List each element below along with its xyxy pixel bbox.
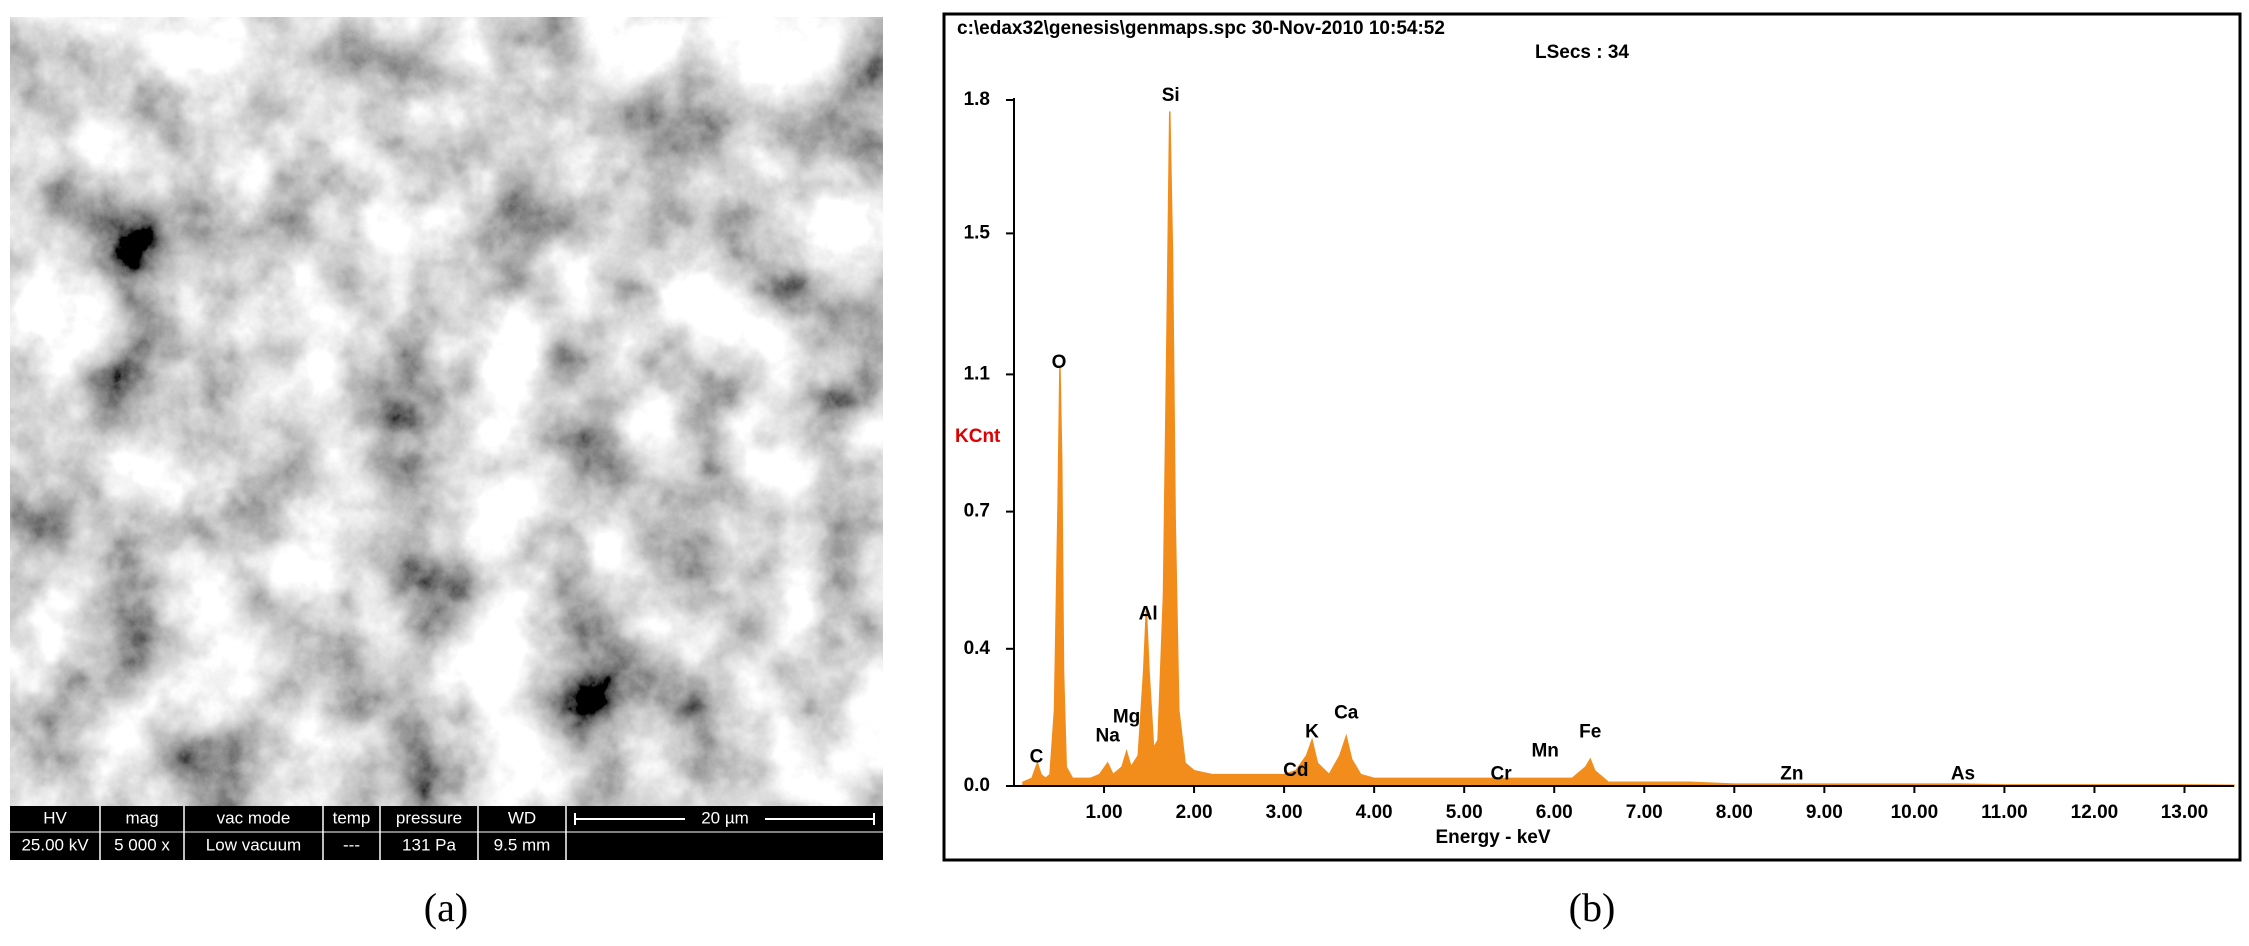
scale-label-bg — [685, 808, 765, 830]
peak-label: C — [1030, 746, 1044, 767]
y-tick-label: 1.5 — [964, 222, 991, 243]
x-tick-label: 9.00 — [1806, 802, 1843, 823]
info-header: mag — [125, 808, 158, 827]
y-tick-label: 0.0 — [964, 775, 990, 796]
x-tick-label: 11.00 — [1981, 802, 2028, 823]
peak-label: Cr — [1491, 764, 1513, 785]
peak-label: Ca — [1334, 703, 1359, 724]
x-tick-label: 8.00 — [1716, 802, 1753, 823]
info-header: pressure — [396, 808, 462, 827]
x-tick-label: 2.00 — [1176, 802, 1213, 823]
peak-label: As — [1951, 764, 1975, 785]
y-axis-label: KCnt — [955, 426, 1001, 447]
peak-label: Mn — [1531, 741, 1558, 762]
info-header: HV — [43, 808, 67, 827]
x-tick-label: 5.00 — [1446, 802, 1483, 823]
info-header: WD — [508, 808, 536, 827]
peak-label: Mg — [1113, 706, 1140, 727]
y-tick-label: 0.7 — [964, 501, 990, 522]
info-group: HV 25.00 kV mag 5 000 x vac mode Low vacuum te… — [10, 806, 883, 860]
info-value: 25.00 kV — [21, 835, 89, 854]
y-tick-label: 1.8 — [964, 89, 990, 110]
peak-label: Si — [1162, 85, 1180, 106]
info-header: temp — [333, 808, 371, 827]
spectrum-area — [1022, 111, 2235, 787]
x-tick-label: 6.00 — [1536, 802, 1573, 823]
peak-label: Na — [1095, 725, 1120, 746]
info-value: 9.5 mm — [494, 835, 551, 854]
x-tick-label: 1.00 — [1086, 802, 1123, 823]
plot: 0.0 0.4 0.7 1.1 1.5 1.8 1.00 2.00 3.00 4.00 5.00 6.… — [964, 85, 2235, 823]
x-axis-label: Energy - keV — [1435, 827, 1550, 848]
peak-label: O — [1052, 352, 1067, 373]
x-tick-label: 3.00 — [1266, 802, 1303, 823]
panel-label: (a) — [424, 885, 468, 930]
x-tick-label: 12.00 — [2071, 802, 2119, 823]
peak-label: Fe — [1579, 722, 1601, 743]
peak-label: Cd — [1283, 760, 1308, 781]
sem-texture — [10, 17, 883, 806]
info-header: vac mode — [217, 808, 291, 827]
peak-label: K — [1305, 722, 1319, 743]
x-tick-label: 4.00 — [1356, 802, 1393, 823]
panel-label: (b) — [1569, 885, 1616, 930]
x-tick-label: 10.00 — [1891, 802, 1939, 823]
chart-frame — [942, 12, 2242, 862]
x-tick-label: 7.00 — [1626, 802, 1663, 823]
info-value: 131 Pa — [402, 835, 456, 854]
x-tick-label: 13.00 — [2161, 802, 2209, 823]
scale-bar-label: 20 µm — [701, 808, 749, 827]
y-tick-label: 0.4 — [964, 638, 991, 659]
info-value: Low vacuum — [206, 835, 301, 854]
peak-label: Zn — [1780, 764, 1803, 785]
chart-header: c:\edax32\genesis\genmaps.spc 30-Nov-201… — [957, 18, 1445, 39]
info-value: --- — [343, 835, 360, 854]
chart-subheader: LSecs : 34 — [1535, 42, 1629, 63]
y-tick-label: 1.1 — [964, 363, 991, 384]
peak-label: Al — [1139, 604, 1158, 625]
info-value: 5 000 x — [114, 835, 170, 854]
